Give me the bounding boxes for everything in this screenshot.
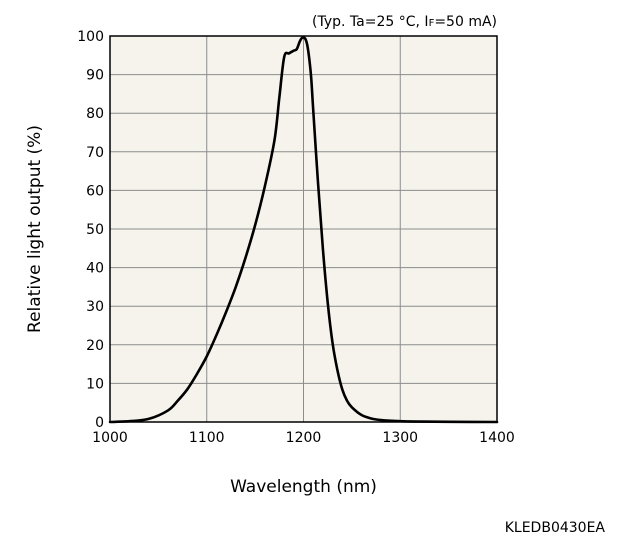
y-tick-label: 90	[86, 68, 104, 84]
y-tick-label: 80	[86, 106, 104, 122]
gridlines	[110, 36, 497, 422]
measurement-condition: (Typ. Ta=25 °C, IF=50 mA)	[312, 14, 497, 30]
x-tick-label: 1200	[286, 430, 322, 446]
x-axis-title: Wavelength (nm)	[230, 477, 377, 497]
y-tick-label: 20	[86, 338, 104, 354]
plot-frame	[109, 35, 498, 423]
y-tick-label: 30	[86, 299, 104, 315]
x-tick-labels: 1000 1100 1200 1300 1400	[92, 430, 515, 446]
series-layer	[108, 36, 499, 424]
y-tick-label: 0	[95, 415, 104, 431]
y-axis-title: Relative light output (%)	[25, 125, 45, 333]
y-tick-label: 50	[86, 222, 104, 238]
y-tick-label: 10	[86, 376, 104, 392]
y-tick-label: 40	[86, 261, 104, 277]
x-tick-label: 1300	[382, 430, 418, 446]
x-tick-label: 1400	[479, 430, 515, 446]
figure-code: KLEDB0430EA	[505, 520, 606, 536]
x-tick-label: 1100	[189, 430, 225, 446]
spectrum-curve	[108, 36, 499, 424]
y-tick-label: 100	[77, 29, 104, 45]
x-tick-label: 1000	[92, 430, 128, 446]
y-tick-label: 60	[86, 183, 104, 199]
y-tick-label: 70	[86, 145, 104, 161]
y-tick-labels: 0 10 20 30 40 50 60 70 80 90 100	[77, 29, 104, 431]
